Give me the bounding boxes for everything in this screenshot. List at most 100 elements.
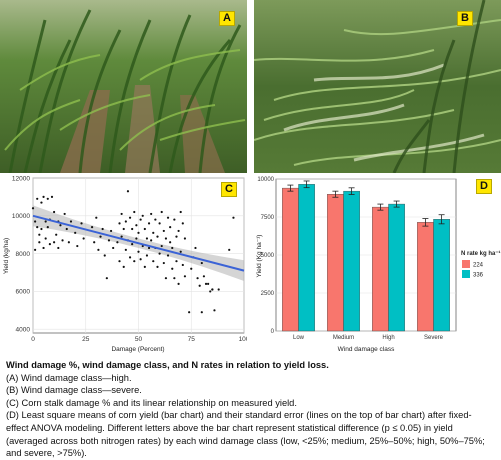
data-point [133, 210, 136, 214]
corn-field-photo-b [254, 0, 501, 173]
panel-label-c: C [221, 182, 237, 197]
x-tick-label: Medium [333, 335, 354, 341]
data-point [40, 227, 43, 231]
legend-title: N rate kg ha⁻¹ [461, 250, 501, 257]
data-point [183, 237, 187, 240]
data-point [131, 243, 134, 246]
x-tick-label: 25 [82, 336, 90, 343]
data-point [135, 237, 138, 240]
data-point [177, 282, 180, 285]
data-point [152, 231, 155, 234]
photo-panel-a: A [0, 0, 247, 173]
regression-line [32, 214, 245, 272]
data-point [124, 248, 127, 251]
y-tick-label: 6000 [16, 289, 31, 296]
bar-336-high [388, 203, 405, 332]
data-point [40, 201, 43, 204]
data-point [120, 212, 123, 216]
data-point [202, 275, 206, 278]
data-point [228, 248, 231, 251]
data-point [128, 256, 132, 259]
data-point [169, 226, 172, 229]
x-axis-label: Damage (Percent) [111, 346, 164, 353]
data-point [139, 218, 142, 221]
data-point [42, 195, 45, 199]
data-point [44, 220, 47, 223]
data-point [211, 288, 214, 291]
data-point [145, 237, 149, 240]
bar-224-high [372, 206, 389, 332]
data-point [90, 226, 94, 229]
data-point [36, 226, 39, 229]
panel-label-a: A [219, 11, 235, 26]
bar-224-medium [327, 194, 344, 332]
panel-label-d: D [476, 179, 492, 194]
data-point [160, 244, 163, 248]
data-point [135, 224, 138, 227]
data-point [50, 195, 54, 199]
data-point [53, 210, 56, 214]
y-tick-label: 2500 [261, 291, 275, 297]
data-point [160, 210, 163, 214]
data-point [38, 233, 41, 236]
data-point [217, 288, 220, 291]
data-point [147, 222, 151, 225]
y-tick-label: 10000 [12, 213, 30, 220]
data-point [131, 227, 134, 231]
x-axis-label: Wind damage class [338, 346, 395, 353]
bar-chart-panel-d: 0 2500 5000 7500 10000 Low Medium High Severe Y… [254, 176, 501, 356]
data-point [137, 250, 140, 253]
data-point [198, 284, 201, 287]
bar-chart: 0 2500 5000 7500 10000 Low Medium High Severe Y… [254, 176, 501, 356]
x-tick-label: 0 [31, 336, 35, 343]
data-point [46, 226, 49, 229]
data-point [207, 282, 210, 285]
data-point [128, 216, 132, 219]
data-point [213, 309, 216, 312]
data-point [150, 239, 153, 242]
data-point [65, 227, 68, 231]
data-point [80, 222, 83, 225]
data-point [67, 241, 70, 244]
data-point [145, 254, 149, 257]
data-point [124, 220, 127, 223]
data-point [44, 237, 47, 240]
data-point [48, 243, 51, 246]
data-point [200, 311, 203, 314]
data-point [175, 260, 178, 263]
data-point [143, 265, 146, 268]
data-point [166, 216, 170, 219]
data-point [34, 220, 37, 223]
y-tick-label: 4000 [16, 327, 31, 334]
data-point [183, 275, 187, 278]
data-point [147, 246, 151, 250]
data-point [200, 261, 203, 265]
data-point [116, 241, 119, 244]
data-point [179, 250, 182, 253]
data-point [74, 231, 77, 234]
data-point [122, 265, 125, 268]
x-tick-label: High [382, 335, 394, 341]
data-point [42, 246, 45, 250]
data-point [156, 235, 159, 238]
x-tick-label: 100 [239, 336, 247, 343]
caption-line: (averaged across both nitrogen rates) by… [6, 435, 485, 446]
caption-line: effect ANOVA modeling. Different letters… [6, 422, 453, 433]
y-tick-label: 5000 [261, 253, 275, 259]
data-point [232, 216, 235, 219]
data-point [196, 277, 199, 280]
x-tick-label: Low [293, 335, 305, 341]
data-point [169, 241, 172, 244]
photo-panel-b: B [254, 0, 501, 173]
data-point [63, 212, 66, 216]
data-point [181, 222, 184, 225]
caption-line: (C) Corn stalk damage % and its linear r… [6, 397, 297, 408]
legend: N rate kg ha⁻¹ 224 336 [461, 250, 501, 279]
data-point [59, 224, 62, 227]
data-point [141, 214, 144, 217]
data-point [95, 216, 98, 219]
bar-336-severe [433, 219, 450, 332]
data-point [141, 244, 144, 248]
data-point [152, 260, 155, 263]
data-point [156, 265, 159, 268]
